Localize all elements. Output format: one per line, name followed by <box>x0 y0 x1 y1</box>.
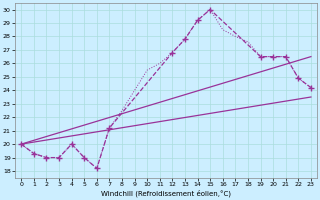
X-axis label: Windchill (Refroidissement éolien,°C): Windchill (Refroidissement éolien,°C) <box>101 190 231 197</box>
